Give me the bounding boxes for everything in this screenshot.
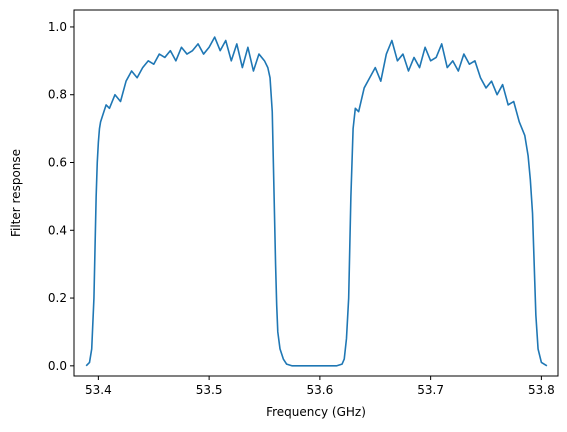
series-layer bbox=[85, 36, 548, 367]
x-tick-label: 53.7 bbox=[417, 383, 444, 397]
x-axis-ticks: 53.4 53.5 53.6 53.7 53.8 bbox=[85, 376, 555, 397]
x-tick-label: 53.5 bbox=[196, 383, 223, 397]
y-tick-label: 1.0 bbox=[48, 20, 67, 34]
axes-frame bbox=[73, 9, 559, 377]
y-tick-label: 0.0 bbox=[48, 359, 67, 373]
y-tick-label: 0.2 bbox=[48, 291, 67, 305]
y-tick-label: 0.8 bbox=[48, 88, 67, 102]
x-axis-label: Frequency (GHz) bbox=[266, 405, 366, 419]
x-tick-label: 53.8 bbox=[528, 383, 555, 397]
series-line-0 bbox=[85, 36, 548, 367]
y-tick-label: 0.6 bbox=[48, 156, 67, 170]
y-axis-ticks: 0.0 0.2 0.4 0.6 0.8 1.0 bbox=[48, 20, 74, 373]
x-tick-label: 53.4 bbox=[85, 383, 112, 397]
plot-area bbox=[73, 9, 559, 377]
y-tick-label: 0.4 bbox=[48, 223, 67, 237]
x-tick-label: 53.6 bbox=[307, 383, 334, 397]
y-axis-label: Filter response bbox=[9, 149, 23, 237]
